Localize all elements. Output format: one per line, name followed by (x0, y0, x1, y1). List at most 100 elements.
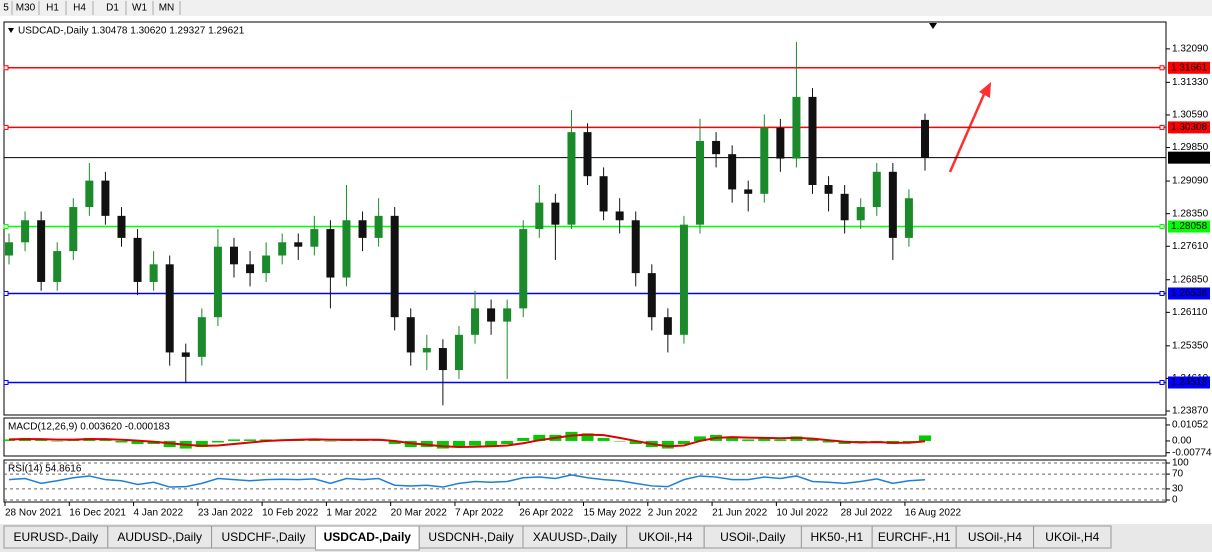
candle-body (278, 242, 287, 256)
level-label: 1.26538 (1171, 288, 1208, 299)
macd-bar (597, 437, 610, 441)
y-tick-label: 1.32090 (1172, 44, 1209, 55)
y-tick-label: 1.31330 (1172, 77, 1209, 88)
candle-body (696, 140, 705, 225)
candle-body (487, 308, 496, 322)
toolbar (0, 0, 1212, 16)
candle-body (262, 255, 271, 274)
candle-body (888, 171, 897, 238)
y-tick-label: -0.007744 (1172, 447, 1212, 458)
macd-bar (436, 440, 449, 449)
y-tick-label: 1.27610 (1172, 241, 1209, 252)
level-handle (1159, 290, 1165, 296)
chart-header: USDCAD-,Daily 1.30478 1.30620 1.29327 1.… (18, 26, 245, 37)
candle-body (422, 348, 431, 353)
macd-bar (99, 439, 112, 441)
tab-label[interactable]: XAUUSD-,Daily (533, 530, 617, 544)
macd-bar (902, 440, 915, 443)
level-handle (3, 65, 9, 71)
level-handle (1159, 124, 1165, 130)
candle-body (920, 119, 929, 158)
level-handle (3, 290, 9, 296)
candle-body (647, 273, 656, 318)
tab-label[interactable]: HK50-,H1 (810, 530, 863, 544)
level-handle (3, 124, 9, 130)
candle-body (744, 189, 753, 194)
macd-bar (131, 440, 144, 444)
y-tick-label: 1.29850 (1172, 142, 1209, 153)
candle-body (101, 180, 110, 216)
candle-body (663, 317, 672, 335)
macd-bar (806, 439, 819, 441)
timeframe-button[interactable]: H1 (46, 3, 59, 14)
candle-body (342, 220, 351, 278)
y-tick-label: 1.25350 (1172, 340, 1209, 351)
candle-body (390, 215, 399, 318)
macd-bar (485, 440, 498, 446)
tab-label[interactable]: AUDUSD-,Daily (117, 530, 202, 544)
signal-line (8, 433, 926, 449)
rsi-line (8, 474, 926, 488)
tab-label[interactable]: USOil-,H4 (968, 530, 1022, 544)
macd-bar (918, 435, 931, 441)
candle-body (358, 220, 367, 238)
x-tick-label: 28 Jul 2022 (841, 508, 893, 519)
timeframe-button[interactable]: H4 (73, 3, 86, 14)
tab-label[interactable]: USDCHF-,Daily (222, 530, 306, 544)
macd-bar (726, 437, 739, 441)
timeframe-button[interactable]: W1 (132, 3, 147, 14)
header-icon (8, 28, 14, 33)
macd-bar (388, 440, 401, 444)
candle-body (856, 207, 865, 221)
candle-body (213, 246, 222, 318)
macd-bar (211, 440, 224, 443)
candle-body (197, 317, 206, 357)
arrow-shaft (948, 91, 987, 173)
candle-body (808, 96, 817, 186)
y-tick-label: 0.00 (1172, 436, 1192, 447)
tab[interactable] (1033, 525, 1112, 549)
y-tick-label: 0 (1172, 495, 1178, 506)
candle-body (535, 202, 544, 230)
level-label-box (1168, 287, 1210, 300)
candle-body (471, 308, 480, 335)
timeframe-button[interactable]: M30 (16, 3, 36, 14)
candle-body (310, 229, 319, 247)
tab-label[interactable]: USDCNH-,Daily (428, 530, 513, 544)
macd-bar (244, 439, 257, 441)
candle-body (149, 264, 158, 282)
candle-body (246, 264, 255, 274)
level-label: 1.24518 (1171, 377, 1208, 388)
candle-body (583, 132, 592, 177)
level-label: 1.28058 (1171, 221, 1208, 232)
macd-bar (324, 440, 337, 442)
candle-body (551, 202, 560, 225)
timeframe-button[interactable]: 5 (3, 3, 9, 14)
candle-body (872, 171, 881, 208)
timeframe-button[interactable]: MN (159, 3, 175, 14)
tab-label[interactable]: USDCAD-,Daily (324, 530, 412, 544)
candle-body (438, 348, 447, 371)
candle-body (840, 193, 849, 221)
candle-body (599, 176, 608, 212)
tab-label[interactable]: EURUSD-,Daily (14, 530, 99, 544)
macd-bar (35, 439, 48, 441)
tab-label[interactable]: UKOil-,H4 (1045, 530, 1099, 544)
tab-label[interactable]: UKOil-,H4 (638, 530, 692, 544)
level-handle (1159, 224, 1165, 230)
level-label-box (1168, 376, 1210, 389)
macd-bar (501, 440, 514, 444)
macd-bar (694, 436, 707, 441)
x-tick-label: 1 Mar 2022 (326, 508, 377, 519)
timeframe-button[interactable]: D1 (106, 3, 119, 14)
tab-label[interactable]: EURCHF-,H1 (878, 530, 951, 544)
level-handle (1159, 379, 1165, 385)
last-price-box (1168, 151, 1210, 164)
tab[interactable] (314, 525, 420, 551)
candle-body (326, 229, 335, 278)
tab-label[interactable]: USOil-,Daily (720, 530, 785, 544)
macd-bar (677, 440, 690, 444)
candle-body (165, 264, 174, 353)
x-tick-label: 21 Jun 2022 (712, 508, 767, 519)
